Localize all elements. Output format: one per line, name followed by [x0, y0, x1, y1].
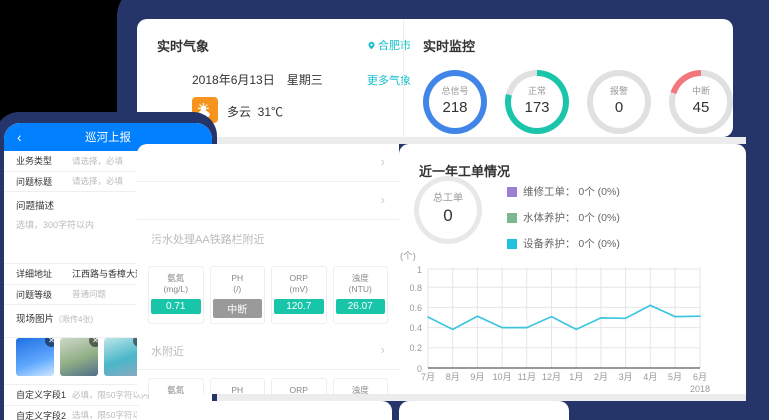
svg-text:11月: 11月 — [518, 372, 536, 382]
svg-text:3月: 3月 — [619, 372, 633, 382]
svg-text:9月: 9月 — [470, 372, 484, 382]
svg-text:8月: 8月 — [446, 372, 460, 382]
svg-text:10月: 10月 — [493, 372, 512, 382]
svg-text:0.4: 0.4 — [409, 323, 422, 333]
svg-text:2月: 2月 — [594, 372, 608, 382]
svg-text:2018: 2018 — [690, 384, 710, 394]
svg-text:0.8: 0.8 — [409, 283, 422, 293]
svg-text:6月: 6月 — [693, 372, 707, 382]
svg-text:0.6: 0.6 — [409, 303, 422, 313]
svg-text:1: 1 — [417, 265, 422, 275]
svg-text:12月: 12月 — [542, 372, 561, 382]
svg-text:5月: 5月 — [668, 372, 682, 382]
svg-text:7月: 7月 — [421, 372, 435, 382]
svg-text:1月: 1月 — [569, 372, 583, 382]
svg-text:0.2: 0.2 — [409, 343, 422, 353]
svg-text:4月: 4月 — [643, 372, 657, 382]
